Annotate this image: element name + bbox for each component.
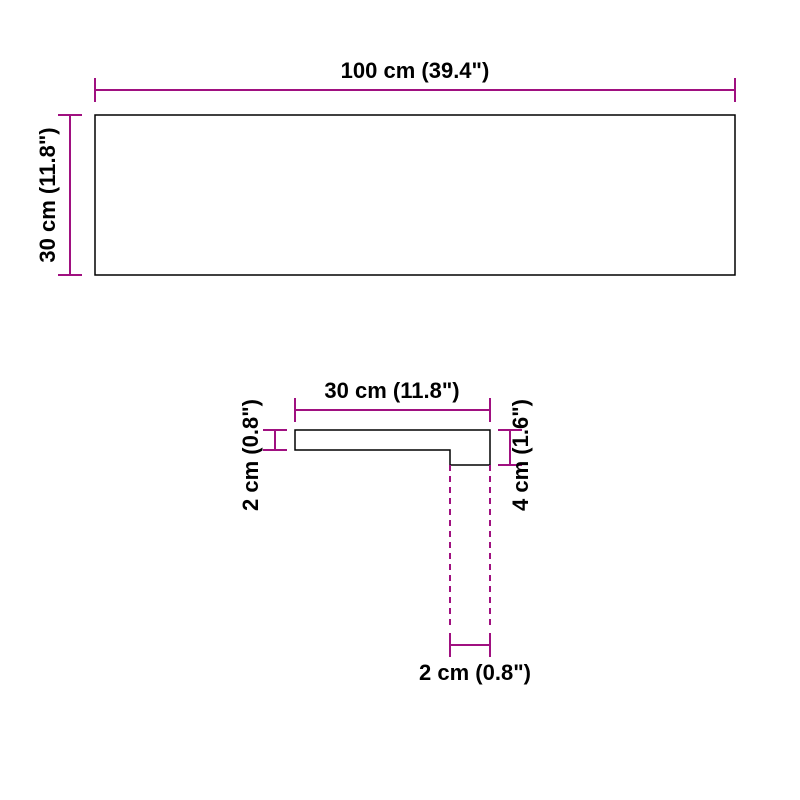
dim-label-depth: 30 cm (11.8"): [324, 378, 459, 403]
profile-outline: [295, 430, 490, 465]
dim-label-thin: 2 cm (0.8"): [238, 399, 263, 511]
dim-label-width: 100 cm (39.4"): [341, 58, 490, 83]
dim-label-front: 4 cm (1.6"): [508, 399, 533, 511]
dimension-diagram: 100 cm (39.4") 30 cm (11.8") 2 cm (0.8") 30…: [0, 0, 800, 800]
dim-label-height: 30 cm (11.8"): [35, 127, 60, 262]
top-view-rect: [95, 115, 735, 275]
dim-label-thickness: 2 cm (0.8"): [419, 660, 531, 685]
